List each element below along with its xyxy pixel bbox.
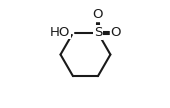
Text: O: O xyxy=(93,8,103,21)
Text: S: S xyxy=(94,26,102,39)
Text: O: O xyxy=(110,26,121,39)
Text: HO: HO xyxy=(50,26,71,39)
